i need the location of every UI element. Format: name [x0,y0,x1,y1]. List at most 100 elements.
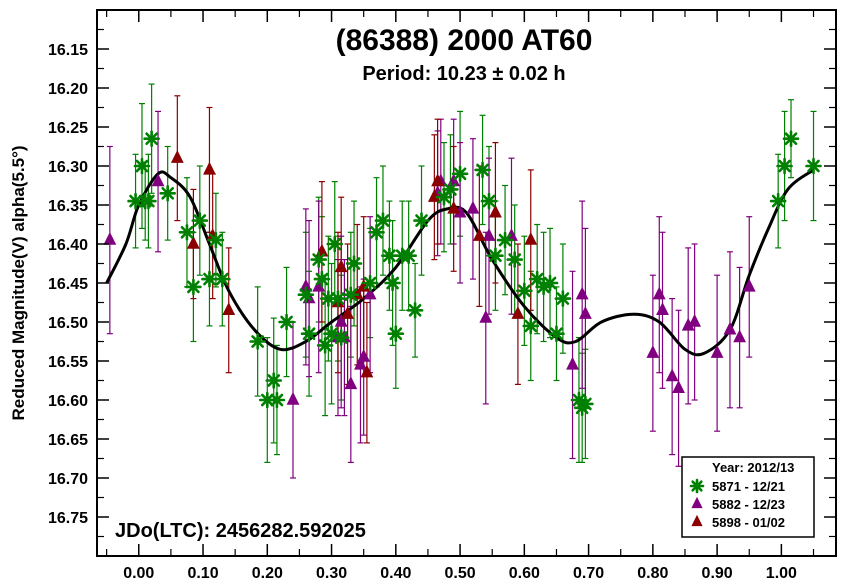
data-point-1 [723,321,737,335]
asterisk-stroke [489,249,502,263]
asterisk-stroke [180,225,194,239]
data-point-2 [427,189,441,202]
fit-curve-layer [105,168,815,357]
data-point-1 [151,173,165,187]
data-point-0 [316,337,334,354]
data-point-2 [511,306,525,319]
asterisk-stroke [556,292,570,305]
asterisk-stroke [145,132,158,146]
data-point-0 [326,235,344,253]
asterisk-stroke [482,194,496,208]
asterisk-stroke [270,393,284,407]
data-point-0 [207,231,225,249]
x-tick-label: 0.10 [187,565,218,582]
data-point-2 [334,259,348,273]
data-point-0 [496,231,514,249]
data-point-1 [646,345,660,358]
data-point-1 [482,228,496,241]
data-point-0 [516,282,533,300]
data-point-0 [310,251,328,268]
data-point-1 [733,329,747,343]
data-point-1 [354,356,367,370]
legend-marker [689,478,705,494]
asterisk-stroke [299,288,313,302]
x-tick-labels: 0.00 0.10 0.20 0.30 0.40 0.50 0.60 0.70 0.80 0.90… [123,565,797,582]
data-point-0 [313,270,331,288]
y-tick-label: 16.75 [48,510,88,527]
asterisk-stroke [280,315,293,329]
data-point-0 [133,157,151,175]
x-tick-label: 0.30 [316,565,347,582]
data-point-0 [451,165,469,183]
data-point-1 [286,391,300,405]
asterisk-stroke [302,327,316,341]
data-point-0 [127,192,144,210]
data-point-1 [688,313,702,327]
data-point-0 [278,313,295,331]
data-point-0 [178,224,196,241]
data-point-0 [782,130,800,147]
y-tick-label: 16.50 [48,315,88,332]
asterisk-stroke [209,233,223,247]
data-point-1 [334,313,348,327]
asterisk-stroke [444,183,457,196]
asterisk-stroke [347,257,361,270]
y-tick-label: 16.60 [48,393,88,410]
asterisk-stroke [325,327,338,341]
data-point-0 [506,251,523,268]
data-point-2 [341,306,355,319]
chart-title: (86388) 2000 AT60 [336,24,593,57]
asterisk-stroke [386,276,399,290]
asterisk-stroke [215,272,229,286]
y-tick-label: 16.45 [48,276,88,293]
chart-subtitle: Period: 10.23 ± 0.02 h [362,63,565,85]
asterisk-stroke [530,272,544,286]
data-point-0 [159,185,176,202]
jdo-annotation: JDo(LTC): 2456282.592025 [115,520,366,542]
legend-entries: 5871 - 12/21 5882 - 12/23 5898 - 01/02 [689,478,785,530]
data-point-1 [357,348,371,362]
data-point-2 [186,235,200,249]
data-point-0 [381,247,398,265]
asterisk-stroke [203,272,216,286]
asterisk-stroke [784,132,798,146]
data-point-1 [710,345,724,358]
x-tick-label: 0.00 [123,565,154,582]
data-point-0 [769,192,787,210]
y-tick-label: 16.25 [48,120,88,137]
ticks-layer [97,10,836,556]
data-point-0 [805,157,822,175]
asterisk-stroke [389,327,403,341]
asterisk-stroke [524,319,538,333]
asterisk-stroke [517,284,531,298]
data-point-0 [474,161,491,179]
asterisk-stroke [321,292,335,305]
asterisk-stroke [331,292,345,305]
x-tick-label: 0.50 [445,565,476,582]
data-point-0 [329,290,347,307]
data-point-2 [360,364,374,378]
data-point-2 [447,200,461,214]
asterisk-stroke [572,393,586,407]
data-point-1 [479,309,493,323]
asterisk-stroke [142,194,155,208]
asterisk-stroke [193,214,207,227]
data-point-1 [656,302,669,315]
data-point-1 [363,286,377,300]
data-point-1 [665,368,679,382]
legend-marker [691,514,703,527]
legend-marker [691,496,703,509]
data-point-0 [268,391,286,409]
data-point-0 [345,255,363,272]
data-point-0 [577,395,594,413]
data-point-0 [548,325,565,343]
data-point-1 [578,306,592,319]
data-point-1 [652,286,666,300]
asterisk-stroke [129,194,142,208]
data-point-1 [103,231,117,245]
data-point-0 [361,274,379,292]
data-point-2 [489,204,502,218]
asterisk-stroke [778,159,791,173]
